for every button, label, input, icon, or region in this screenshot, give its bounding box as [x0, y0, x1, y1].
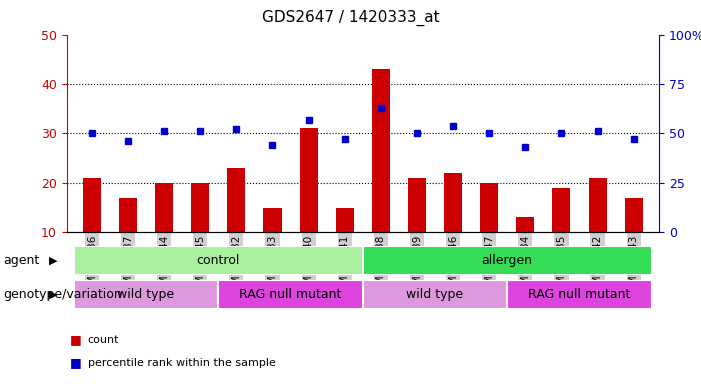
Text: GDS2647 / 1420333_at: GDS2647 / 1420333_at [261, 10, 440, 26]
Bar [508, 280, 652, 309]
Bar [74, 280, 218, 309]
Bar [408, 178, 426, 232]
Bar [480, 183, 498, 232]
Bar [363, 280, 508, 309]
Bar [372, 69, 390, 232]
Text: ■: ■ [70, 356, 82, 369]
Bar [119, 198, 137, 232]
Bar [264, 208, 282, 232]
Text: ▶: ▶ [49, 255, 57, 265]
Text: ■: ■ [70, 333, 82, 346]
Bar [299, 129, 318, 232]
Text: genotype/variation: genotype/variation [4, 288, 122, 301]
Bar [227, 168, 245, 232]
Bar [155, 183, 173, 232]
Bar [589, 178, 606, 232]
Bar [83, 178, 101, 232]
Bar [191, 183, 210, 232]
Text: wild type: wild type [118, 288, 175, 301]
Bar [516, 217, 534, 232]
Text: allergen: allergen [482, 254, 533, 266]
Text: percentile rank within the sample: percentile rank within the sample [88, 358, 275, 368]
Bar [552, 188, 571, 232]
Text: count: count [88, 335, 119, 345]
Bar [444, 173, 462, 232]
Bar [218, 280, 363, 309]
Bar [74, 246, 363, 275]
Bar [336, 208, 354, 232]
Text: agent: agent [4, 254, 40, 266]
Bar [625, 198, 643, 232]
Bar [363, 246, 652, 275]
Text: control: control [196, 254, 240, 266]
Text: ▶: ▶ [49, 290, 57, 300]
Text: wild type: wild type [407, 288, 463, 301]
Text: RAG null mutant: RAG null mutant [529, 288, 631, 301]
Text: RAG null mutant: RAG null mutant [239, 288, 341, 301]
